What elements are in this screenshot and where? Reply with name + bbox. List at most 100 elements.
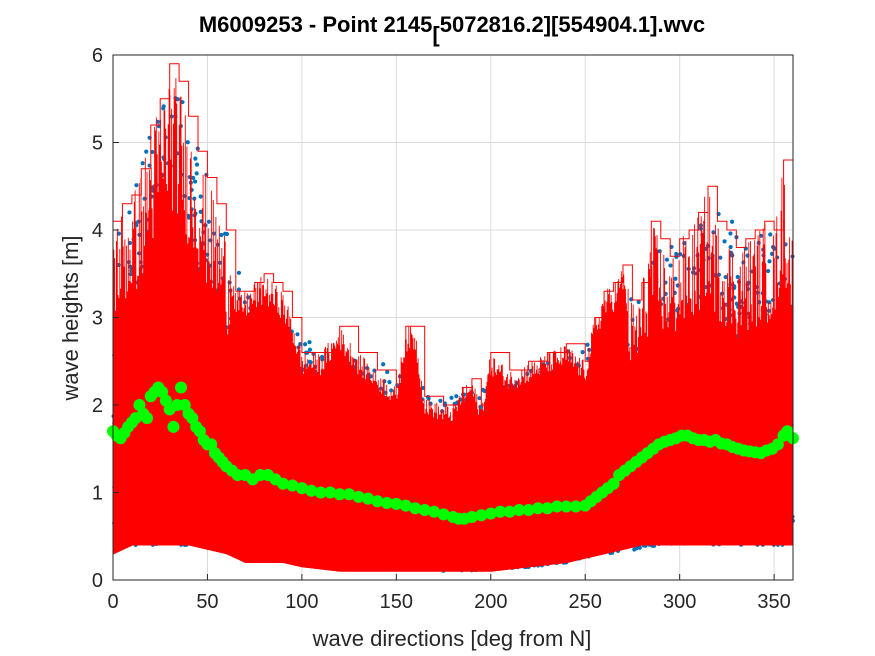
- scatter-point: [198, 194, 203, 199]
- mean-point: [286, 479, 299, 492]
- scatter-point: [206, 219, 212, 224]
- mean-point: [314, 486, 327, 499]
- mean-point: [418, 504, 431, 516]
- y-tick-label: 0: [92, 570, 103, 592]
- scatter-point: [728, 244, 733, 250]
- scatter-point: [766, 308, 771, 313]
- mean-point: [362, 492, 374, 505]
- scatter-point: [303, 342, 308, 347]
- scatter-point: [426, 396, 431, 401]
- scatter-point: [217, 260, 222, 265]
- scatter-point: [385, 369, 390, 375]
- scatter-point: [674, 254, 679, 259]
- mean-point: [569, 500, 582, 513]
- scatter-point: [718, 255, 723, 260]
- mean-point: [324, 486, 337, 499]
- title-bracket: [: [432, 22, 440, 47]
- scatter-point: [580, 350, 585, 355]
- mean-point: [475, 509, 488, 522]
- y-axis-label: wave heights [m]: [58, 235, 83, 401]
- scatter-point: [585, 342, 590, 347]
- scatter-point: [389, 388, 394, 393]
- y-axis-ticks: 0 1 2 3 4 5 6: [92, 45, 119, 592]
- scatter-point: [766, 268, 771, 274]
- mean-point: [465, 511, 478, 523]
- y-tick-label: 4: [92, 220, 103, 242]
- x-axis-ticks: 0 50 100 150 200 250 300 350: [107, 574, 791, 613]
- scatter-point: [449, 395, 454, 400]
- scatter-point: [127, 240, 133, 246]
- mean-point: [522, 504, 535, 516]
- mean-point: [494, 505, 507, 518]
- mean-point: [484, 507, 497, 520]
- scatter-point: [308, 360, 313, 365]
- scatter-point: [668, 263, 673, 268]
- scatter-point: [134, 183, 139, 188]
- scatter-point: [319, 354, 325, 360]
- scatter-point: [723, 274, 728, 280]
- mean-point: [771, 438, 784, 451]
- mean-point: [277, 477, 289, 490]
- mean-point: [380, 497, 393, 509]
- scatter-point: [161, 104, 166, 109]
- scatter-point: [144, 149, 149, 154]
- mean-point: [532, 502, 544, 515]
- scatter-point: [127, 210, 132, 215]
- x-tick-label: 100: [285, 591, 318, 613]
- scatter-point: [307, 347, 313, 352]
- scatter-point: [193, 179, 198, 184]
- scatter-point: [223, 231, 228, 236]
- mean-point: [167, 420, 180, 433]
- x-tick-label: 0: [107, 591, 118, 613]
- title-tail: 5072816.2][554904.1].wvc: [440, 12, 705, 37]
- scatter-point: [673, 276, 678, 281]
- scatter-point: [182, 193, 187, 199]
- scatter-point: [722, 239, 727, 244]
- scatter-point: [735, 274, 740, 280]
- mean-point: [409, 502, 422, 515]
- title-main: M6009253 - Point 2145: [199, 12, 433, 37]
- scatter-point: [193, 156, 198, 161]
- scatter-point: [728, 231, 733, 236]
- scatter-point: [767, 259, 772, 264]
- mean-point: [399, 499, 412, 512]
- mean-point: [352, 490, 365, 503]
- scatter-point: [664, 257, 670, 262]
- x-tick-label: 350: [757, 591, 790, 613]
- scatter-point: [236, 287, 242, 292]
- scatter-point: [219, 232, 224, 238]
- y-tick-label: 5: [92, 133, 103, 155]
- mean-point: [371, 495, 384, 508]
- scatter-point: [734, 301, 739, 306]
- chart-title: M6009253 - Point 2145[5072816.2][554904.…: [199, 12, 705, 47]
- scatter-point: [136, 219, 141, 224]
- scatter-point: [307, 340, 312, 345]
- scatter-point: [477, 396, 482, 401]
- max-stairs-line: [112, 78, 794, 572]
- scatter-point: [186, 213, 191, 218]
- max-stairs-layer: [112, 63, 794, 572]
- scatter-point: [142, 196, 147, 201]
- scatter-point: [198, 209, 203, 214]
- mean-point: [437, 508, 450, 521]
- mean-point: [343, 488, 356, 501]
- scatter-point: [454, 394, 459, 399]
- mean-point: [305, 484, 318, 497]
- scatter-point: [636, 299, 641, 305]
- mean-point: [541, 502, 554, 515]
- scatter-point: [236, 270, 242, 275]
- x-tick-label: 150: [380, 591, 413, 613]
- scatter-point: [185, 140, 190, 145]
- scatter-point: [438, 398, 443, 403]
- mean-point: [607, 477, 620, 490]
- x-tick-label: 300: [663, 591, 696, 613]
- scatter-point: [194, 171, 199, 176]
- scatter-point: [381, 362, 386, 367]
- x-axis-label: wave directions [deg from N]: [312, 626, 592, 651]
- scatter-point: [116, 231, 122, 236]
- scatter-point: [387, 380, 392, 385]
- scatter-point: [637, 545, 642, 550]
- mean-point: [390, 497, 403, 510]
- mean-point: [141, 412, 153, 425]
